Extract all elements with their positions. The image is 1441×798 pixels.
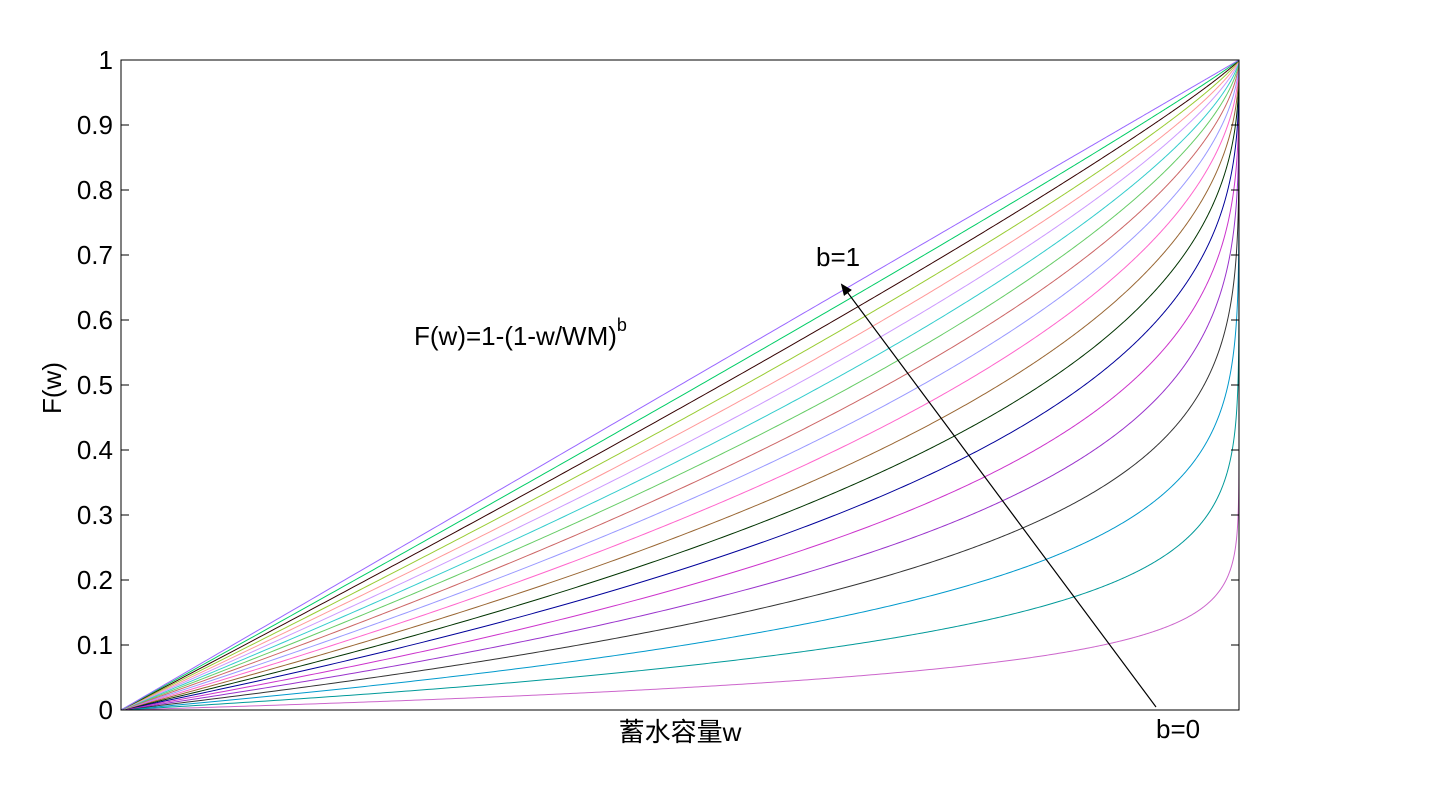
series-line-b-0.05 — [120, 60, 1240, 711]
series-group — [120, 59, 1240, 711]
y-axis-label: F(w) — [37, 362, 67, 414]
y-tick-label: 0.2 — [77, 565, 113, 595]
series-line-b-0.2 — [120, 60, 1240, 711]
y-tick-label: 0.4 — [77, 435, 113, 465]
b0-label: b=0 — [1156, 714, 1200, 744]
series-line-b-0.85 — [120, 59, 1240, 711]
series-line-b-0.95 — [120, 59, 1240, 711]
y-tick-label: 0.6 — [77, 305, 113, 335]
y-tick-label: 0.8 — [77, 175, 113, 205]
formula-superscript: b — [617, 315, 627, 335]
y-tick-label: 0.3 — [77, 500, 113, 530]
y-tick-label: 1 — [99, 45, 113, 75]
direction-arrow — [840, 283, 1157, 708]
series-line-b-0.55 — [120, 60, 1240, 711]
series-line-b-1 — [120, 59, 1240, 711]
series-line-b-0.75 — [120, 59, 1240, 711]
y-axis-ticks: 0 0.1 0.2 0.3 0.4 0.5 0.6 0.7 0.8 0.9 1 — [77, 45, 1239, 725]
series-line-b-0.7 — [120, 59, 1240, 711]
x-axis-label: 蓄水容量w — [619, 717, 742, 747]
formula-annotation: F(w)=1-(1-w/WM)b — [414, 315, 627, 351]
y-tick-label: 0.1 — [77, 630, 113, 660]
series-line-b-0.25 — [120, 60, 1240, 711]
series-line-b-0.4 — [120, 60, 1240, 711]
series-line-b-0.9 — [120, 59, 1240, 711]
series-line-b-0.5 — [120, 60, 1240, 711]
y-tick-label: 0.9 — [77, 110, 113, 140]
series-line-b-0.35 — [120, 60, 1240, 711]
series-line-b-0.1 — [120, 60, 1240, 711]
series-line-b-0.6 — [120, 60, 1240, 711]
series-line-b-0.15 — [120, 60, 1240, 711]
y-tick-label: 0.7 — [77, 240, 113, 270]
formula-main-text: F(w)=1-(1-w/WM) — [414, 321, 617, 351]
series-line-b-0.65 — [120, 60, 1240, 711]
y-tick-label: 0.5 — [77, 370, 113, 400]
b1-label: b=1 — [816, 242, 860, 272]
series-line-b-0.8 — [120, 59, 1240, 711]
y-tick-label: 0 — [99, 695, 113, 725]
series-line-b-0.45 — [120, 60, 1240, 711]
